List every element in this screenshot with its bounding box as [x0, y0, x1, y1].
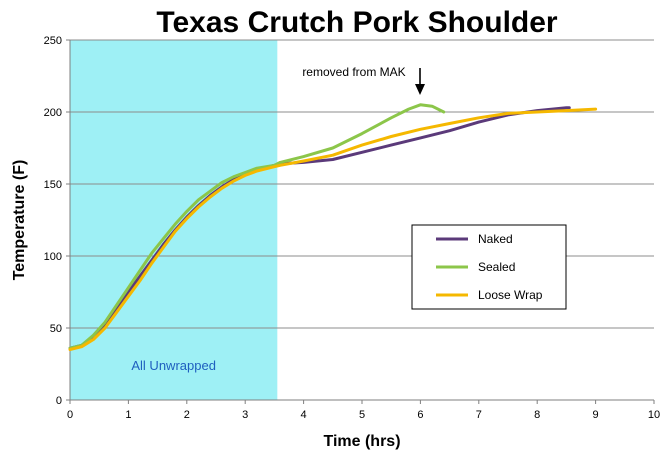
x-tick-label: 3	[242, 409, 248, 421]
x-tick-label: 0	[67, 409, 73, 421]
x-tick-label: 2	[184, 409, 190, 421]
y-tick-label: 250	[44, 35, 62, 47]
y-tick-label: 150	[44, 179, 62, 191]
shaded-region	[70, 40, 278, 400]
annotation-label: removed from MAK	[302, 65, 405, 79]
x-tick-label: 6	[417, 409, 423, 421]
y-axis-title: Temperature (F)	[11, 160, 28, 281]
y-tick-label: 100	[44, 251, 62, 263]
x-tick-label: 9	[593, 409, 599, 421]
y-tick-label: 0	[56, 395, 62, 407]
x-tick-label: 8	[534, 409, 540, 421]
legend-label: Naked	[478, 232, 513, 246]
x-axis-title: Time (hrs)	[323, 433, 400, 450]
shaded-region-label: All Unwrapped	[131, 358, 216, 373]
x-tick-label: 7	[476, 409, 482, 421]
y-tick-label: 200	[44, 107, 62, 119]
x-tick-label: 10	[648, 409, 660, 421]
x-tick-label: 1	[125, 409, 131, 421]
x-tick-label: 5	[359, 409, 365, 421]
chart-title: Texas Crutch Pork Shoulder	[156, 6, 558, 39]
series-line-sealed	[68, 103, 446, 350]
y-tick-label: 50	[50, 323, 62, 335]
legend-label: Loose Wrap	[478, 288, 543, 302]
series-line-loose-wrap	[68, 107, 598, 352]
legend-label: Sealed	[478, 260, 515, 274]
annotation-arrow-head	[415, 84, 425, 95]
x-tick-label: 4	[301, 409, 307, 421]
